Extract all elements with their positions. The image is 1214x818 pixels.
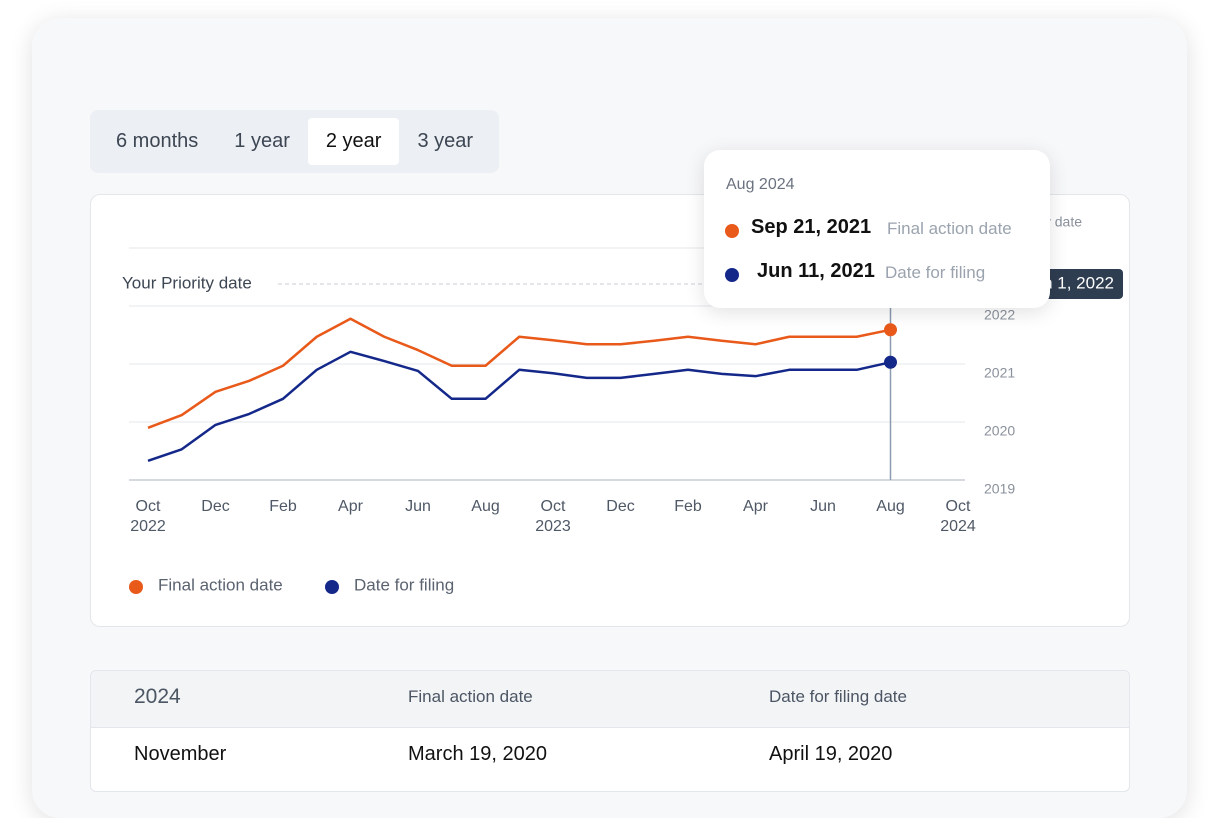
tooltip-name: Final action date [887, 219, 1012, 238]
table-cell: November [134, 743, 227, 765]
column-header: 2024 [134, 685, 181, 708]
x-tick-label: Dec [201, 498, 230, 515]
legend-swatch [325, 580, 339, 594]
y-tick-label: 2022 [984, 307, 1015, 323]
chart: 20192020202120222023Your Priority datePr… [122, 214, 1123, 594]
tooltip-name: Date for filing [885, 263, 986, 282]
y-tick-label: 2019 [984, 481, 1015, 497]
hover-dot [884, 355, 897, 369]
tooltip-title: Aug 2024 [726, 176, 795, 193]
table-cell: March 19, 2020 [408, 743, 547, 765]
priority-label: Your Priority date [122, 273, 252, 292]
hover-dot [884, 323, 897, 337]
x-tick-label: Aug [471, 498, 500, 515]
x-tick-label: Jun [810, 498, 836, 515]
legend-label: Date for filing [354, 575, 454, 594]
priority-badge [1040, 268, 1123, 299]
tab[interactable]: 2 year [307, 118, 400, 165]
y-tick-label: 2020 [984, 423, 1015, 439]
x-tick-label: Feb [269, 498, 297, 515]
tooltip-swatch [725, 268, 739, 282]
tab[interactable]: 3 year [417, 130, 474, 152]
legend-label: Final action date [158, 575, 283, 594]
page: 6 months 1 year 2 year 3 year 2019 2020 2021 2… [90, 110, 1130, 792]
table: 2024 Final action date Date for filing dat… [90, 670, 1130, 792]
x-tick-label: Oct 2022 [130, 498, 166, 535]
table-header [91, 671, 1129, 728]
range-tabs: 6 months 1 year 2 year 3 year [90, 110, 500, 173]
x-tick-label: Apr [338, 498, 363, 515]
series-line [147, 350, 891, 463]
tab[interactable]: 1 year [234, 130, 290, 152]
legend-swatch [129, 580, 143, 594]
tooltip-value: Sep 21, 2021 [751, 216, 872, 238]
x-tick-label: Jun [405, 498, 431, 515]
tooltip: Aug 2024 Sep 21, 2021 Final action date Ju… [704, 150, 1050, 308]
tooltip-value: Jun 11, 2021 [757, 260, 875, 282]
x-tick-label: Feb [674, 498, 702, 515]
column-header: Date for filing date [769, 687, 907, 706]
x-tick-label: Oct 2024 [940, 498, 976, 535]
tooltip-swatch [725, 224, 739, 238]
x-tick-label: Apr [743, 498, 768, 515]
column-header: Final action date [408, 687, 533, 706]
table-cell: April 19, 2020 [769, 743, 893, 765]
x-tick-label: Oct 2023 [535, 498, 571, 535]
y-tick-label: 2021 [984, 365, 1015, 381]
x-tick-label: Aug [876, 498, 905, 515]
tab[interactable]: 6 months [116, 130, 199, 152]
x-tick-label: Dec [606, 498, 635, 515]
series-line [147, 317, 891, 429]
